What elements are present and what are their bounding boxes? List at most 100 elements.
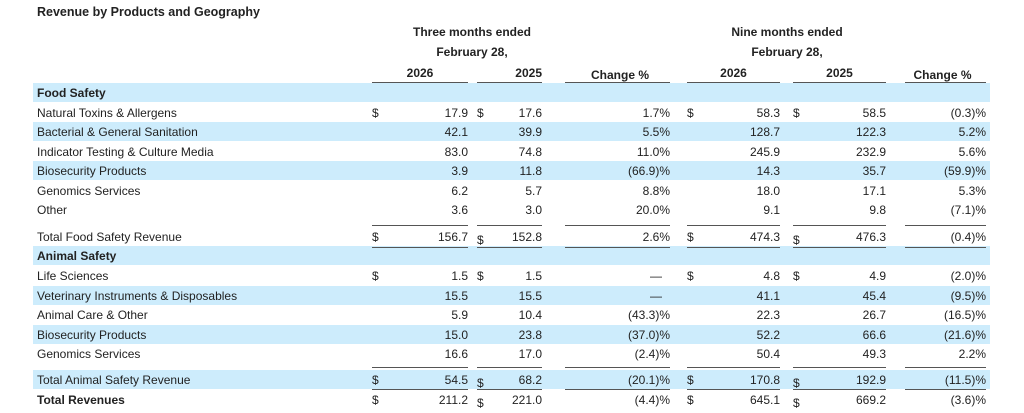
rule-line bbox=[687, 82, 780, 83]
cell-nine-2026: 474.3 bbox=[749, 230, 780, 244]
cell-three-2026: 156.7 bbox=[437, 230, 468, 244]
cell-three-2026: 15.5 bbox=[444, 289, 468, 303]
cell-three-2025: 17.6 bbox=[518, 106, 542, 120]
currency-symbol: $ bbox=[793, 376, 800, 390]
col-header-2026-three: 2026 bbox=[406, 66, 434, 80]
cell-nine-2026: 128.7 bbox=[749, 125, 780, 139]
row-label: Total Revenues bbox=[37, 393, 125, 407]
rule-line bbox=[565, 225, 670, 226]
currency-symbol: $ bbox=[687, 269, 694, 283]
rule-line bbox=[372, 82, 468, 83]
table-row: Biosecurity Products 15.0 23.8 (37.0)% 52.2 6… bbox=[33, 325, 990, 344]
cell-three-change: (37.0)% bbox=[627, 328, 670, 342]
cell-nine-2026: 14.3 bbox=[756, 164, 780, 178]
cell-nine-2026: 4.8 bbox=[763, 269, 780, 283]
cell-nine-change: (3.6)% bbox=[950, 393, 986, 407]
cell-nine-change: (21.6)% bbox=[943, 328, 986, 342]
currency-symbol: $ bbox=[793, 233, 800, 247]
table-row: Bacterial & General Sanitation 42.1 39.9 5.… bbox=[33, 122, 990, 141]
rule-line bbox=[905, 82, 986, 83]
rule-line bbox=[477, 82, 542, 83]
cell-nine-2025: 9.8 bbox=[869, 203, 886, 217]
cell-nine-2026: 9.1 bbox=[763, 203, 780, 217]
cell-three-2026: 42.1 bbox=[444, 125, 468, 139]
three-months-header: Three months ended bbox=[412, 25, 531, 39]
rule-line bbox=[565, 367, 670, 368]
rule-line bbox=[565, 82, 670, 83]
cell-three-2025: 10.4 bbox=[518, 308, 542, 322]
cell-three-change: (2.4)% bbox=[634, 347, 670, 361]
cell-nine-2025: 35.7 bbox=[862, 164, 886, 178]
currency-symbol: $ bbox=[687, 393, 694, 407]
cell-nine-change: 5.6% bbox=[958, 145, 986, 159]
rule-line bbox=[793, 82, 886, 83]
cell-three-2026: 15.0 bbox=[444, 328, 468, 342]
cell-three-change: 20.0% bbox=[635, 203, 670, 217]
cell-three-2025: 3.0 bbox=[525, 203, 542, 217]
currency-symbol: $ bbox=[687, 373, 694, 387]
rule-line bbox=[477, 225, 542, 226]
currency-symbol: $ bbox=[372, 230, 379, 244]
rule-line bbox=[687, 225, 780, 226]
rule-line bbox=[793, 367, 886, 368]
table-row: Total Animal Safety Revenue 54.5 68.2 (20.1… bbox=[33, 370, 990, 390]
cell-nine-2026: 18.0 bbox=[756, 184, 780, 198]
cell-three-2025: 11.8 bbox=[519, 164, 542, 178]
table-row: Genomics Services 6.2 5.7 8.8% 18.0 17.1 5.3% bbox=[33, 181, 990, 200]
rule-line bbox=[687, 247, 780, 248]
rule-line bbox=[565, 389, 670, 390]
row-label: Animal Care & Other bbox=[37, 308, 148, 322]
currency-symbol: $ bbox=[477, 269, 484, 283]
cell-nine-2026: 170.8 bbox=[749, 373, 780, 387]
rule-line bbox=[565, 247, 670, 248]
currency-symbol: $ bbox=[477, 396, 484, 410]
currency-symbol: $ bbox=[687, 230, 694, 244]
cell-three-2025: 68.2 bbox=[518, 373, 542, 387]
cell-nine-change: 5.3% bbox=[958, 184, 986, 198]
cell-nine-2025: 26.7 bbox=[862, 308, 886, 322]
cell-nine-2025: 122.3 bbox=[855, 125, 886, 139]
cell-nine-2025: 192.9 bbox=[855, 373, 886, 387]
table-row: Life Sciences 1.5 1.5 — 4.8 4.9 (2.0)% $ $ $ $ bbox=[33, 266, 990, 285]
cell-three-2026: 3.9 bbox=[451, 164, 468, 178]
cell-three-change: 11.0% bbox=[636, 145, 670, 159]
row-label: Other bbox=[37, 203, 68, 217]
cell-nine-2025: 49.3 bbox=[862, 347, 886, 361]
rule-line bbox=[477, 247, 542, 248]
table-row: Genomics Services 16.6 17.0 (2.4)% 50.4 49.3 2… bbox=[33, 344, 990, 363]
cell-nine-2026: 58.3 bbox=[756, 106, 780, 120]
rule-line bbox=[687, 389, 780, 390]
table-row: Other 3.6 3.0 20.0% 9.1 9.8 (7.1)% bbox=[33, 200, 990, 219]
cell-nine-change: (7.1)% bbox=[950, 203, 986, 217]
rule-line bbox=[905, 367, 986, 368]
currency-symbol: $ bbox=[372, 106, 379, 120]
table-row: Animal Care & Other 5.9 10.4 (43.3)% 22.3 26.… bbox=[33, 305, 990, 324]
row-label: Animal Safety bbox=[37, 249, 117, 263]
cell-three-change: (20.1)% bbox=[627, 373, 670, 387]
rule-line bbox=[372, 247, 468, 248]
currency-symbol: $ bbox=[793, 396, 800, 410]
cell-three-2026: 54.5 bbox=[444, 373, 468, 387]
currency-symbol: $ bbox=[477, 233, 484, 247]
cell-three-2026: 6.2 bbox=[451, 184, 468, 198]
col-header-2026-nine: 2026 bbox=[720, 66, 747, 80]
rule-line bbox=[793, 225, 886, 226]
rule-line bbox=[372, 225, 468, 226]
currency-symbol: $ bbox=[372, 269, 379, 283]
row-label: Total Animal Safety Revenue bbox=[37, 373, 191, 387]
cell-nine-2026: 50.4 bbox=[756, 347, 780, 361]
cell-nine-change: (9.5)% bbox=[950, 289, 986, 303]
currency-symbol: $ bbox=[793, 106, 800, 120]
cell-nine-change: 2.2% bbox=[958, 347, 986, 361]
cell-three-change: 5.5% bbox=[642, 125, 670, 139]
cell-nine-2025: 58.5 bbox=[862, 106, 886, 120]
row-label: Indicator Testing & Culture Media bbox=[37, 145, 214, 159]
cell-three-2026: 3.6 bbox=[451, 203, 468, 217]
table-row: Biosecurity Products 3.9 11.8 (66.9)% 14.3 35… bbox=[33, 161, 990, 180]
cell-three-2025: 17.0 bbox=[518, 347, 542, 361]
cell-three-change: (43.3)% bbox=[627, 308, 670, 322]
nine-months-header: Nine months ended bbox=[731, 25, 843, 39]
cell-three-2025: 15.5 bbox=[518, 289, 542, 303]
col-header-change-nine: Change % bbox=[913, 68, 972, 82]
row-label: Life Sciences bbox=[37, 269, 109, 283]
